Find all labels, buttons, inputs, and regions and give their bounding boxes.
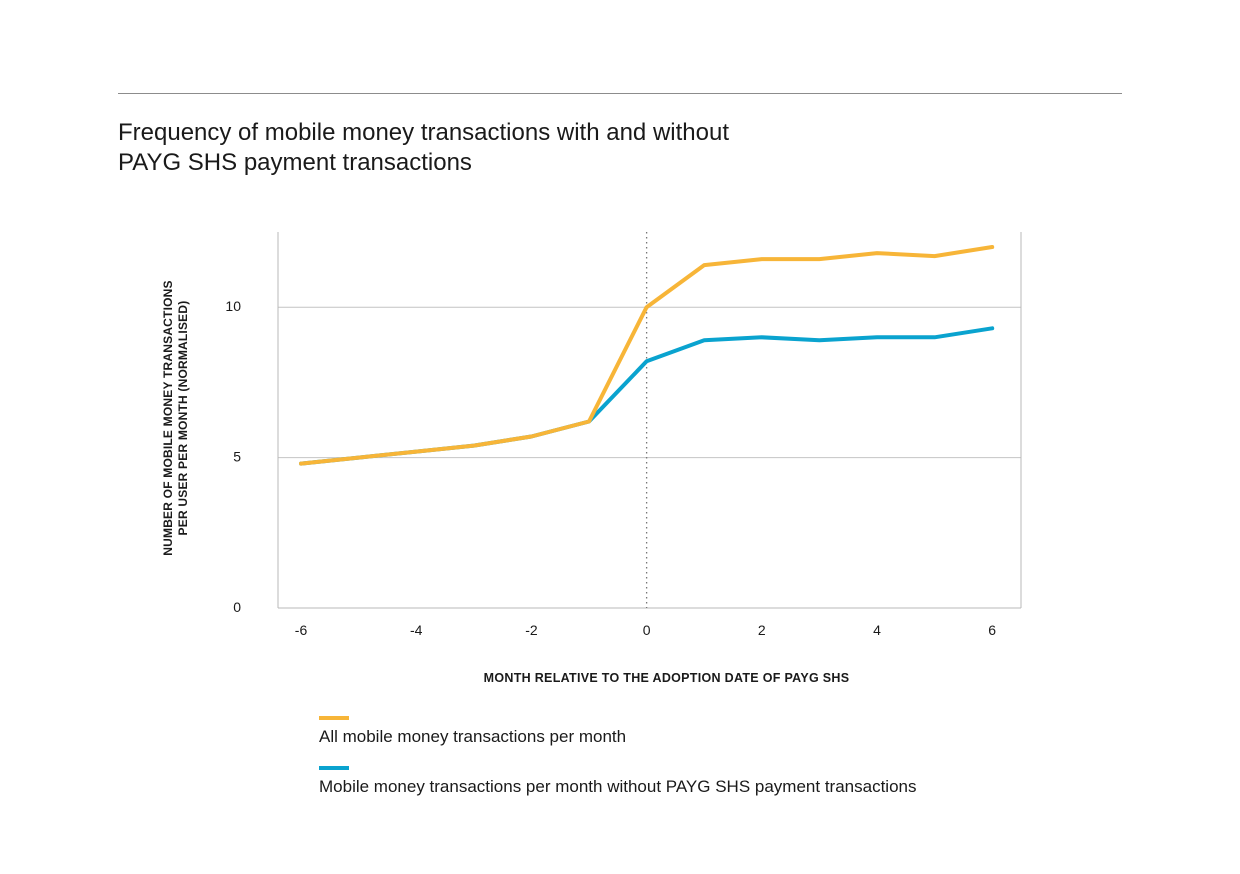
y-tick-label: 10 (225, 298, 241, 314)
legend-item-all-transactions: All mobile money transactions per month (319, 712, 1139, 762)
axis-titles: MONTH RELATIVE TO THE ADOPTION DATE OF P… (161, 280, 849, 685)
y-axis-title-line-1: NUMBER OF MOBILE MONEY TRANSACTIONS (161, 280, 175, 555)
legend-item-without-payg: Mobile money transactions per month with… (319, 762, 1139, 812)
chart-legend: All mobile money transactions per month … (319, 712, 1139, 812)
x-tick-label: 0 (643, 622, 651, 638)
x-axis-title: MONTH RELATIVE TO THE ADOPTION DATE OF P… (484, 671, 850, 685)
y-tick-label: 5 (233, 449, 241, 465)
chart-title: Frequency of mobile money transactions w… (118, 118, 918, 178)
legend-swatch-orange (319, 716, 349, 720)
y-tick-label: 0 (233, 599, 241, 615)
x-tick-label: 4 (873, 622, 881, 638)
x-tick-label: -2 (525, 622, 538, 638)
gridlines (278, 306, 1021, 459)
x-tick-label: 2 (758, 622, 766, 638)
legend-label: Mobile money transactions per month with… (319, 777, 917, 796)
y-axis-title-line-2: PER USER PER MONTH (NORMALISED) (176, 301, 190, 536)
x-tick-label: -4 (410, 622, 423, 638)
y-tick-labels: 0 5 10 (225, 298, 241, 615)
chart-title-line-2: PAYG SHS payment transactions (118, 149, 472, 176)
x-tick-labels: -6 -4 -2 0 2 4 6 (295, 622, 996, 638)
top-rule (118, 93, 1122, 94)
legend-label: All mobile money transactions per month (319, 727, 627, 746)
x-tick-label: 6 (988, 622, 996, 638)
plot-frame (277, 232, 1022, 609)
x-tick-label: -6 (295, 622, 308, 638)
series-line-0 (299, 245, 995, 466)
series-lines (299, 245, 995, 466)
legend-swatch-blue (319, 766, 349, 770)
chart-title-line-1: Frequency of mobile money transactions w… (118, 119, 729, 146)
